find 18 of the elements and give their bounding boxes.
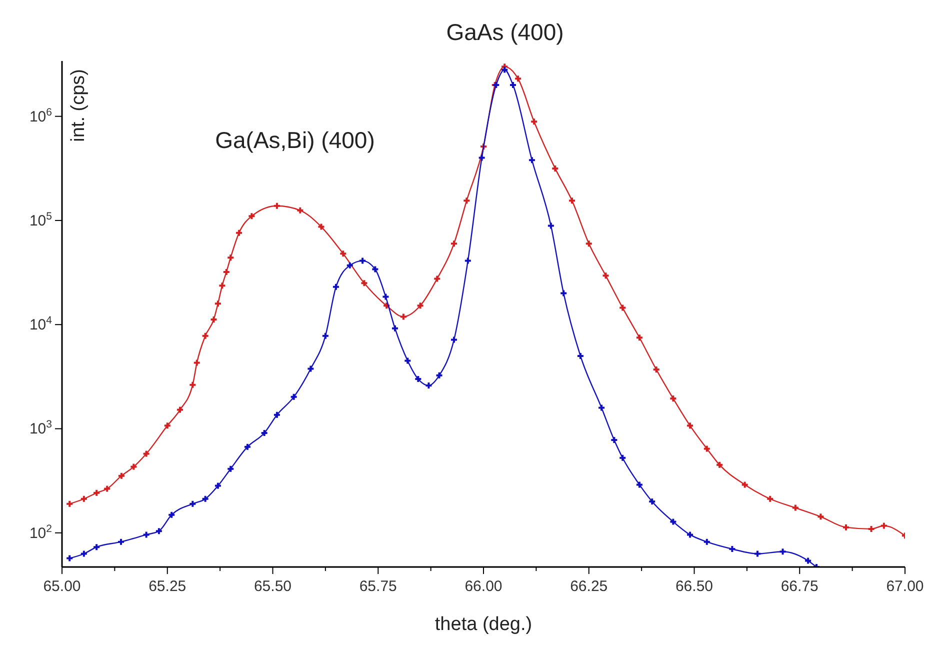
x-tick-label: 66.25 [570, 578, 608, 595]
x-axis-title: theta (deg.) [434, 614, 532, 635]
annotation: Ga(As,Bi) (400) [215, 127, 375, 153]
text: GaAs (400) [446, 19, 564, 45]
x-tick-label: 66.50 [675, 578, 714, 595]
x-tick-label: 65.25 [148, 578, 186, 595]
x-tick-label: 66.00 [464, 578, 502, 595]
y-tick-label: 10$^{6}$ [29, 106, 52, 126]
y-tick-label: 10$^{2}$ [29, 522, 52, 542]
x-tick-label: 65.50 [254, 578, 292, 595]
x-tick-label: 67.00 [886, 578, 924, 595]
y-tick-label: 10$^{4}$ [29, 314, 52, 334]
x-tick-label: 65.75 [359, 578, 397, 595]
y-tick-label: 10$^{3}$ [29, 418, 52, 438]
y-axis-title: int. (cps) [68, 69, 89, 142]
y-tick-label: 10$^{5}$ [29, 210, 52, 230]
x-tick-label: 65.00 [43, 578, 81, 595]
x-tick-label: 66.75 [780, 578, 818, 595]
